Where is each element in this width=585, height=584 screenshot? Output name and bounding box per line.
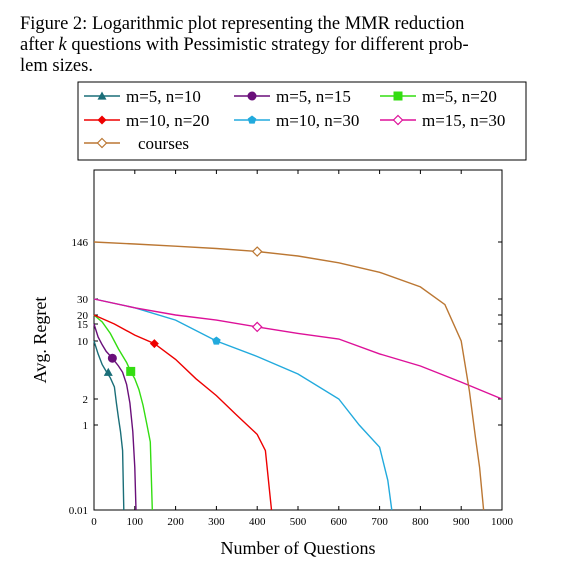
- x-tick-label: 500: [290, 516, 307, 528]
- legend-label: m=10, n=20: [126, 111, 209, 130]
- figure-caption: Figure 2: Logarithmic plot representing …: [20, 14, 540, 77]
- series-marker: [251, 321, 263, 333]
- series-marker: [97, 115, 107, 125]
- legend-label: m=5, n=15: [276, 87, 351, 106]
- series-marker: [212, 336, 221, 345]
- x-tick-label: 700: [371, 516, 388, 528]
- series-line-5: [93, 298, 503, 400]
- x-tick-label: 0: [91, 516, 97, 528]
- y-tick-label: 20: [77, 310, 89, 322]
- y-tick-label: 30: [77, 294, 89, 306]
- x-tick-label: 400: [249, 516, 266, 528]
- y-tick-label: 15: [77, 319, 89, 331]
- legend-label: courses: [138, 134, 189, 153]
- caption-line-3: lem sizes.: [20, 56, 93, 76]
- caption-line-1: Figure 2: Logarithmic plot representing …: [20, 14, 465, 34]
- y-tick-label: 2: [83, 394, 89, 406]
- x-axis-label: Number of Questions: [221, 538, 376, 558]
- legend-label: m=10, n=30: [276, 111, 359, 130]
- caption-variable: k: [58, 35, 67, 55]
- caption-line-2-post: questions with Pessimistic strategy for …: [66, 35, 469, 55]
- series-marker: [126, 366, 136, 376]
- x-tick-label: 900: [453, 516, 470, 528]
- series-line-3: [93, 314, 273, 511]
- y-tick-label: 10: [77, 336, 89, 348]
- x-tick-label: 600: [331, 516, 348, 528]
- legend-label: m=15, n=30: [422, 111, 505, 130]
- series-group: [93, 241, 503, 511]
- x-tick-label: 100: [127, 516, 144, 528]
- series-marker: [393, 91, 403, 101]
- series-marker: [96, 137, 108, 149]
- axes: 0 100 200 300 400 500 600 700 800 900 1000 0.01 1 2 10…: [69, 170, 514, 528]
- series-marker: [251, 246, 263, 257]
- legend-label: m=5, n=20: [422, 87, 497, 106]
- legend-box: [77, 81, 527, 161]
- series-line-4: [93, 298, 393, 511]
- x-tick-label: 300: [208, 516, 225, 528]
- x-tick-label: 1000: [491, 516, 514, 528]
- series-marker: [392, 114, 404, 126]
- legend-label: m=5, n=10: [126, 87, 201, 106]
- legend: m=5, n=10 m=5, n=15 m=5, n=20 m=10, n=20 m=1…: [84, 87, 505, 153]
- series-marker: [247, 91, 257, 101]
- x-tick-label: 200: [167, 516, 184, 528]
- y-tick-label: 0.01: [69, 505, 88, 517]
- y-axis-label: Avg. Regret: [30, 297, 50, 384]
- series-line-6: [93, 241, 485, 511]
- series-marker: [97, 91, 107, 100]
- series-marker: [107, 353, 117, 363]
- series-marker: [103, 367, 113, 376]
- x-tick-label: 800: [412, 516, 429, 528]
- caption-line-2-pre: after: [20, 35, 59, 55]
- series-line-1: [93, 323, 137, 511]
- series-marker: [247, 115, 257, 124]
- series-line-0: [93, 340, 125, 511]
- y-tick-label: 1: [83, 420, 89, 432]
- series-marker: [149, 339, 159, 349]
- y-tick-label: 146: [72, 237, 89, 249]
